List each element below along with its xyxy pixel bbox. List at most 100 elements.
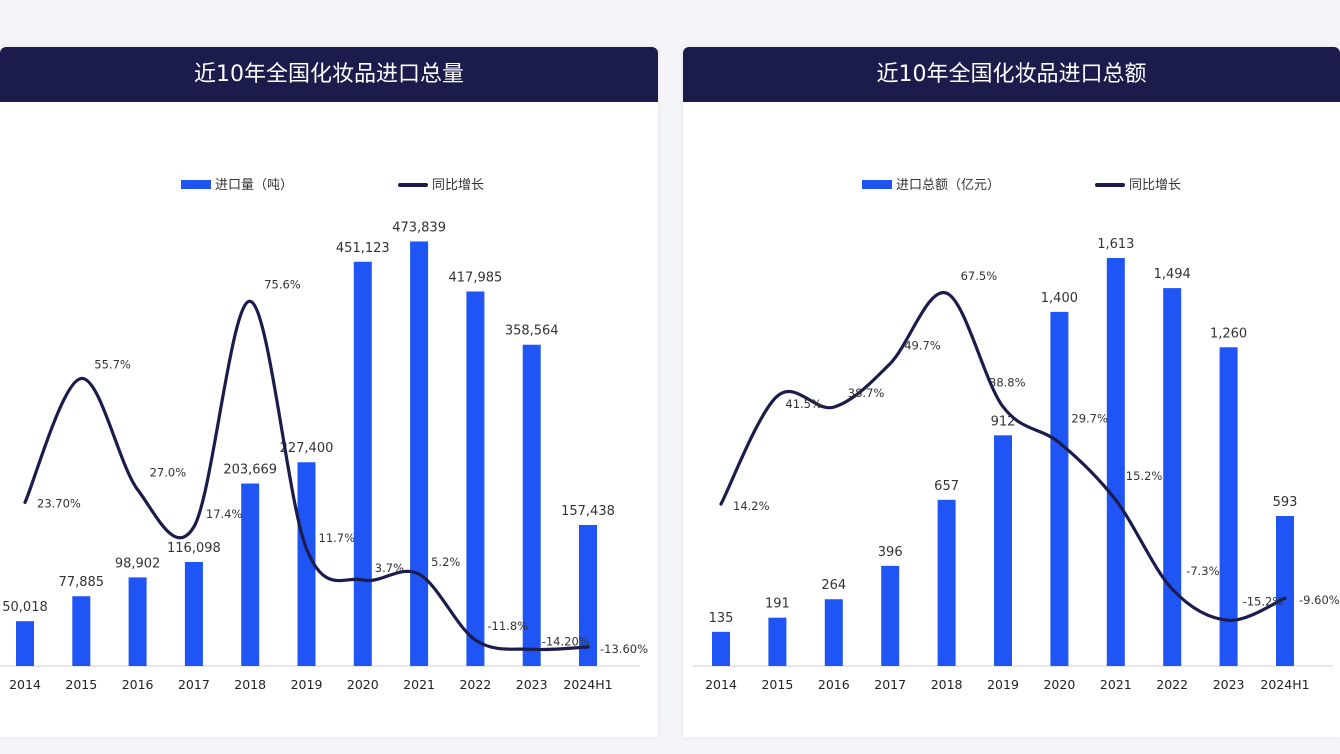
bar-value-label: 1,613	[1097, 237, 1134, 252]
bar-2022	[1163, 288, 1182, 666]
bar-2023	[522, 344, 541, 666]
bar-value-label: 98,902	[115, 556, 161, 571]
bar-2021	[410, 241, 429, 667]
bar-2014	[712, 631, 730, 666]
x-tick-label: 2016	[122, 677, 154, 692]
bar-value-label: 116,098	[167, 541, 221, 556]
bar-value-label: 473,839	[392, 220, 446, 235]
bar-2018	[937, 499, 956, 666]
bar-2014	[16, 621, 34, 666]
bar-value-label: 1,260	[1210, 326, 1247, 341]
bar-2017	[184, 561, 203, 666]
growth-label: -11.8%	[487, 619, 528, 633]
growth-line	[23, 299, 590, 652]
bar-value-label: 593	[1273, 495, 1298, 510]
legend-bar-label: 进口量（吨）	[215, 178, 293, 193]
bar-2019	[297, 462, 316, 666]
bar-value-label: 358,564	[505, 324, 559, 339]
x-tick-label: 2023	[1213, 677, 1245, 692]
bar-2015	[768, 617, 787, 666]
bar-value-label: 396	[878, 545, 903, 560]
bar-2020	[1050, 311, 1069, 666]
chart-title: 近10年全国化妆品进口总量	[0, 47, 658, 102]
bar-value-label: 157,438	[561, 504, 615, 519]
x-tick-label: 2023	[516, 677, 548, 692]
growth-label: 23.70%	[37, 496, 81, 510]
growth-label: 67.5%	[961, 269, 998, 283]
bar-2016	[824, 599, 843, 666]
chart-panel-value: 近10年全国化妆品进口总额 进口总额（亿元） 同比增长 135 2014 191 2015…	[683, 47, 1340, 737]
x-tick-label: 2017	[874, 677, 906, 692]
chart-value-svg: 进口总额（亿元） 同比增长 135 2014 191 2015 264 2016 396 2017…	[693, 178, 1340, 692]
growth-label: 11.7%	[319, 531, 356, 545]
growth-label: 15.2%	[1126, 469, 1163, 483]
bar-2024H1	[1276, 516, 1294, 666]
bar-value-label: 77,885	[59, 575, 105, 590]
chart-panel-volume: 近10年全国化妆品进口总量 进口量（吨） 同比增长 50,018 2014 77,885…	[0, 47, 658, 737]
x-tick-label: 2024H1	[563, 677, 612, 692]
legend-line-swatch	[398, 183, 428, 187]
growth-label: 14.2%	[733, 499, 770, 513]
growth-label: 55.7%	[94, 357, 131, 371]
chart-title: 近10年全国化妆品进口总额	[683, 47, 1340, 102]
x-tick-label: 2024H1	[1260, 677, 1309, 692]
bar-2015	[72, 596, 91, 666]
bar-value-label: 1,494	[1154, 267, 1191, 282]
bar-value-label: 1,400	[1041, 291, 1078, 306]
growth-label: -15.2%	[1243, 594, 1284, 608]
x-tick-label: 2022	[459, 677, 491, 692]
x-tick-label: 2014	[705, 677, 737, 692]
bar-value-label: 191	[765, 597, 790, 612]
legend-line-swatch	[1095, 183, 1125, 187]
x-tick-label: 2018	[234, 677, 266, 692]
bar-value-label: 227,400	[280, 441, 334, 456]
x-tick-label: 2019	[291, 677, 323, 692]
x-tick-label: 2015	[761, 677, 793, 692]
bar-2017	[881, 565, 900, 666]
bar-2024H1	[579, 524, 597, 666]
bar-2020	[353, 261, 372, 666]
growth-label: 5.2%	[431, 555, 460, 569]
x-tick-label: 2020	[1043, 677, 1075, 692]
growth-label: 27.0%	[150, 466, 187, 480]
legend-bar-label: 进口总额（亿元）	[896, 178, 1000, 193]
growth-label: 41.5%	[785, 397, 822, 411]
bar-value-label: 264	[821, 578, 846, 593]
x-tick-label: 2021	[403, 677, 435, 692]
legend-line-label: 同比增长	[1129, 178, 1181, 193]
x-tick-label: 2021	[1100, 677, 1132, 692]
x-tick-label: 2022	[1156, 677, 1188, 692]
x-tick-label: 2018	[931, 677, 963, 692]
bar-value-label: 417,985	[449, 270, 503, 285]
growth-label: -13.60%	[600, 642, 648, 656]
bar-2021	[1106, 258, 1125, 666]
bar-2016	[128, 577, 147, 666]
legend-bar-swatch	[862, 180, 892, 189]
chart-volume-svg: 进口量（吨） 同比增长 50,018 2014 77,885 2015 98,902 2016…	[0, 178, 648, 692]
x-tick-label: 2019	[987, 677, 1019, 692]
growth-line	[719, 291, 1287, 622]
growth-label: 17.4%	[206, 507, 243, 521]
x-tick-label: 2015	[65, 677, 97, 692]
bar-value-label: 135	[709, 611, 734, 626]
growth-label: 38.8%	[989, 376, 1026, 390]
growth-label: -9.60%	[1299, 593, 1340, 607]
growth-label: 49.7%	[904, 339, 941, 353]
bar-value-label: 50,018	[2, 600, 48, 615]
legend-bar-swatch	[181, 180, 211, 189]
bar-value-label: 657	[934, 479, 959, 494]
x-tick-label: 2014	[9, 677, 41, 692]
x-tick-label: 2017	[178, 677, 210, 692]
bar-2023	[1219, 347, 1238, 666]
growth-label: 38.7%	[848, 386, 885, 400]
growth-label: -7.3%	[1186, 564, 1219, 578]
bar-value-label: 912	[991, 414, 1016, 429]
x-tick-label: 2020	[347, 677, 379, 692]
bar-value-label: 451,123	[336, 241, 390, 256]
growth-label: 75.6%	[264, 277, 301, 291]
bar-2022	[466, 291, 485, 666]
bar-2019	[994, 435, 1012, 666]
growth-label: 3.7%	[375, 561, 404, 575]
x-tick-label: 2016	[818, 677, 850, 692]
legend-line-label: 同比增长	[432, 178, 484, 193]
